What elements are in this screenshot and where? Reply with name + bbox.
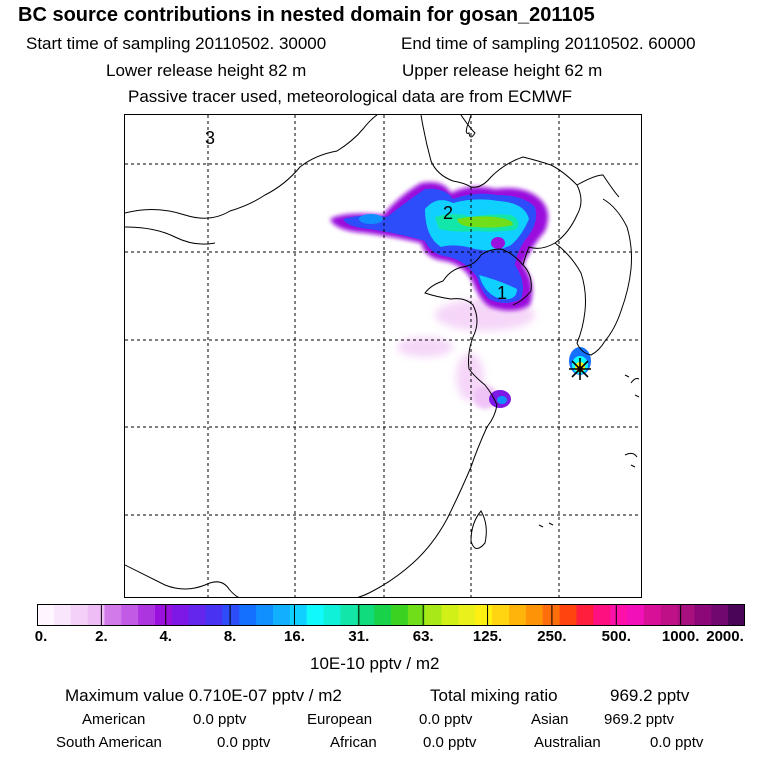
total-mixing-value: 969.2 pptv <box>610 686 690 705</box>
colorbar-tick-label: 125. <box>472 628 503 645</box>
african-label: African <box>330 734 377 751</box>
colorbar-cell <box>728 604 745 626</box>
colorbar-cell <box>694 604 712 626</box>
colorbar-cell <box>492 604 510 626</box>
upper-release-label: Upper release height 62 m <box>402 61 603 80</box>
colorbar-cell <box>188 604 207 626</box>
grid-lines <box>125 115 641 597</box>
colorbar-cell <box>576 604 594 626</box>
colorbar-cell <box>155 604 173 626</box>
source-label-1: 1 <box>497 283 507 303</box>
south-american-label: South American <box>56 734 162 751</box>
coastlines <box>125 115 640 597</box>
colorbar-cell <box>509 604 527 626</box>
asian-value: 969.2 pptv <box>604 711 675 728</box>
map-canvas: 3 2 1 <box>125 115 641 597</box>
colorbar-cell <box>37 604 55 626</box>
colorbar-cell <box>239 604 257 626</box>
colorbar-cell <box>138 604 156 626</box>
australian-label: Australian <box>534 734 601 751</box>
colorbar-cell <box>340 604 358 626</box>
colorbar-tick-label: 1000. <box>661 628 700 645</box>
max-value-label: Maximum value 0.710E-07 pptv / m2 <box>65 686 342 705</box>
colorbar-cell <box>711 604 729 626</box>
colorbar-cell <box>289 604 308 626</box>
american-label: American <box>82 711 146 728</box>
total-mixing-label: Total mixing ratio <box>430 686 558 705</box>
american-value: 0.0 pptv <box>193 711 247 728</box>
plume-shanghai <box>489 390 511 408</box>
colorbar-cell <box>391 604 409 626</box>
colorbar-cell <box>53 604 72 626</box>
colorbar-tick-label: 8. <box>223 628 237 645</box>
colorbar-cell <box>222 604 240 626</box>
map-panel: 3 2 1 <box>124 114 642 598</box>
colorbar-tick-label: 0. <box>34 628 48 645</box>
colorbar-tick-label: 250. <box>537 628 567 645</box>
colorbar-unit: 10E-10 pptv / m2 <box>310 654 440 673</box>
colorbar-cell <box>104 604 122 626</box>
lower-release-label: Lower release height 82 m <box>106 61 307 80</box>
colorbar-tick-label: 31. <box>348 628 370 645</box>
colorbar-cell <box>475 604 493 626</box>
plume-main <box>330 182 549 311</box>
colorbar-cell <box>87 604 106 626</box>
colorbar-cell <box>643 604 662 626</box>
colorbar-cell <box>660 604 679 626</box>
colorbar-cell <box>458 604 476 626</box>
colorbar-cell <box>273 604 291 626</box>
european-value: 0.0 pptv <box>419 711 473 728</box>
colorbar-cell <box>70 604 89 626</box>
south-american-value: 0.0 pptv <box>217 734 271 751</box>
european-label: European <box>307 711 373 728</box>
end-time-label: End time of sampling 20110502. 60000 <box>401 34 696 53</box>
plume-faint <box>397 299 535 409</box>
plot-title: BC source contributions in nested domain… <box>18 4 595 26</box>
colorbar-tick-label: 2000. <box>706 628 744 645</box>
colorbar-cell <box>357 604 375 626</box>
tracer-note: Passive tracer used, meteorological data… <box>128 87 573 106</box>
colorbar-cell <box>559 604 578 626</box>
colorbar-cell <box>424 604 443 626</box>
colorbar-tick-label: 4. <box>159 628 172 645</box>
asian-label: Asian <box>531 711 569 728</box>
colorbar-tick-label: 63. <box>412 628 434 645</box>
grid-label-3: 3 <box>205 128 215 148</box>
colorbar-cell <box>306 604 325 626</box>
african-value: 0.0 pptv <box>423 734 477 751</box>
receptor-star-marker <box>569 358 591 380</box>
colorbar-cell <box>525 604 544 626</box>
colorbar-cell <box>171 604 190 626</box>
colorbar-cell <box>610 604 628 626</box>
colorbar-cell <box>407 604 426 626</box>
colorbar-tick-label: 2. <box>95 628 108 645</box>
colorbar-cell <box>205 604 224 626</box>
colorbar-cell <box>441 604 460 626</box>
colorbar-cell <box>323 604 342 626</box>
start-time-label: Start time of sampling 20110502. 30000 <box>26 34 327 53</box>
colorbar-cell <box>677 604 696 626</box>
colorbar-cell <box>256 604 274 626</box>
colorbar <box>37 604 745 626</box>
colorbar-tick-label: 500. <box>601 628 631 645</box>
colorbar-cell <box>121 604 139 626</box>
colorbar-cell <box>627 604 645 626</box>
australian-value: 0.0 pptv <box>650 734 704 751</box>
colorbar-cell <box>374 604 392 626</box>
colorbar-tick-label: 16. <box>284 628 305 645</box>
source-label-2: 2 <box>443 203 453 223</box>
colorbar-cell <box>593 604 611 626</box>
